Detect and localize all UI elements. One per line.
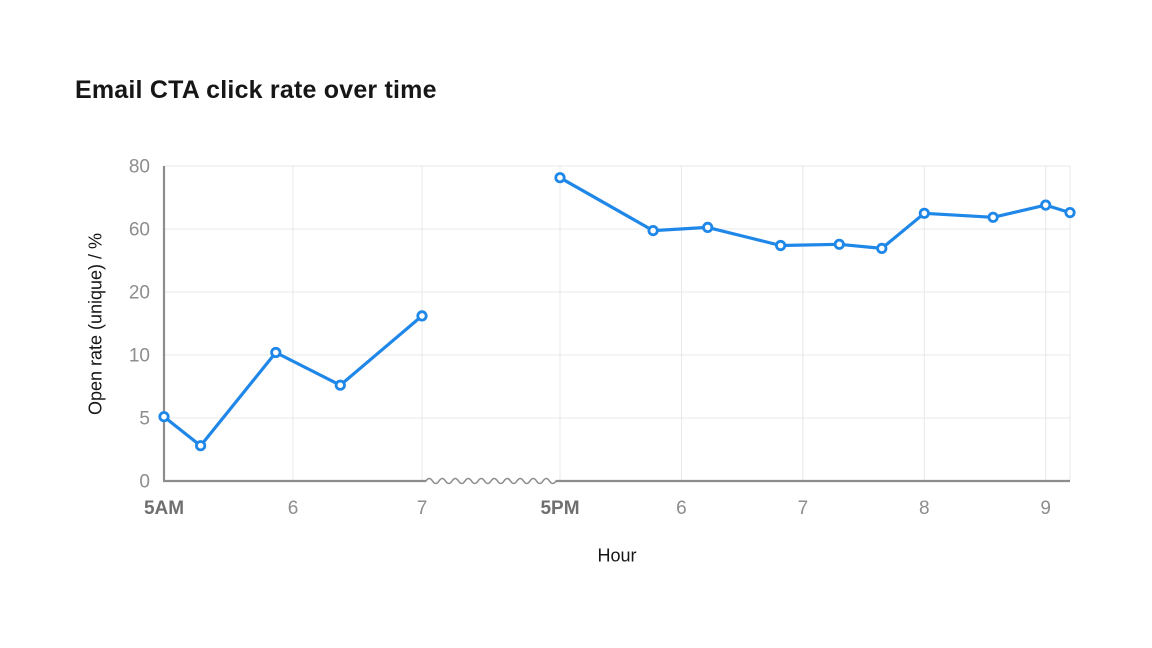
data-point-marker — [270, 346, 282, 359]
y-tick-label: 20 — [129, 283, 150, 304]
y-tick-label: 80 — [129, 157, 150, 178]
y-tick-label: 60 — [129, 220, 150, 241]
x-tick-label: 8 — [919, 498, 930, 519]
y-tick-label: 0 — [139, 472, 150, 493]
chart-title: Email CTA click rate over time — [75, 76, 437, 104]
data-point-marker — [647, 225, 659, 237]
axis-break-squiggle-icon — [425, 477, 557, 485]
x-tick-label: 9 — [1040, 498, 1051, 519]
data-point-marker — [1064, 207, 1076, 219]
x-tick-label: 5AM — [144, 498, 184, 519]
data-point-marker — [416, 310, 428, 322]
data-point-marker — [1040, 199, 1052, 211]
x-tick-label: 5PM — [540, 498, 579, 519]
data-point-marker — [774, 239, 787, 252]
y-tick-label: 5 — [139, 409, 150, 430]
data-point-marker — [833, 238, 845, 250]
data-point-marker — [876, 242, 888, 254]
series-line — [558, 176, 1072, 250]
x-tick-label: 7 — [417, 498, 428, 519]
data-point-marker — [987, 211, 999, 223]
x-tick-label: 7 — [798, 498, 809, 519]
data-point-marker — [158, 411, 170, 423]
data-point-marker — [918, 207, 930, 219]
data-point-marker — [554, 172, 566, 184]
x-tick-label: 6 — [288, 498, 299, 519]
x-tick-label: 6 — [676, 498, 687, 519]
y-tick-label: 10 — [129, 346, 150, 367]
data-point-marker — [702, 221, 714, 233]
data-point-marker — [195, 440, 207, 452]
x-axis-title: Hour — [597, 545, 637, 566]
data-point-marker — [334, 379, 346, 391]
